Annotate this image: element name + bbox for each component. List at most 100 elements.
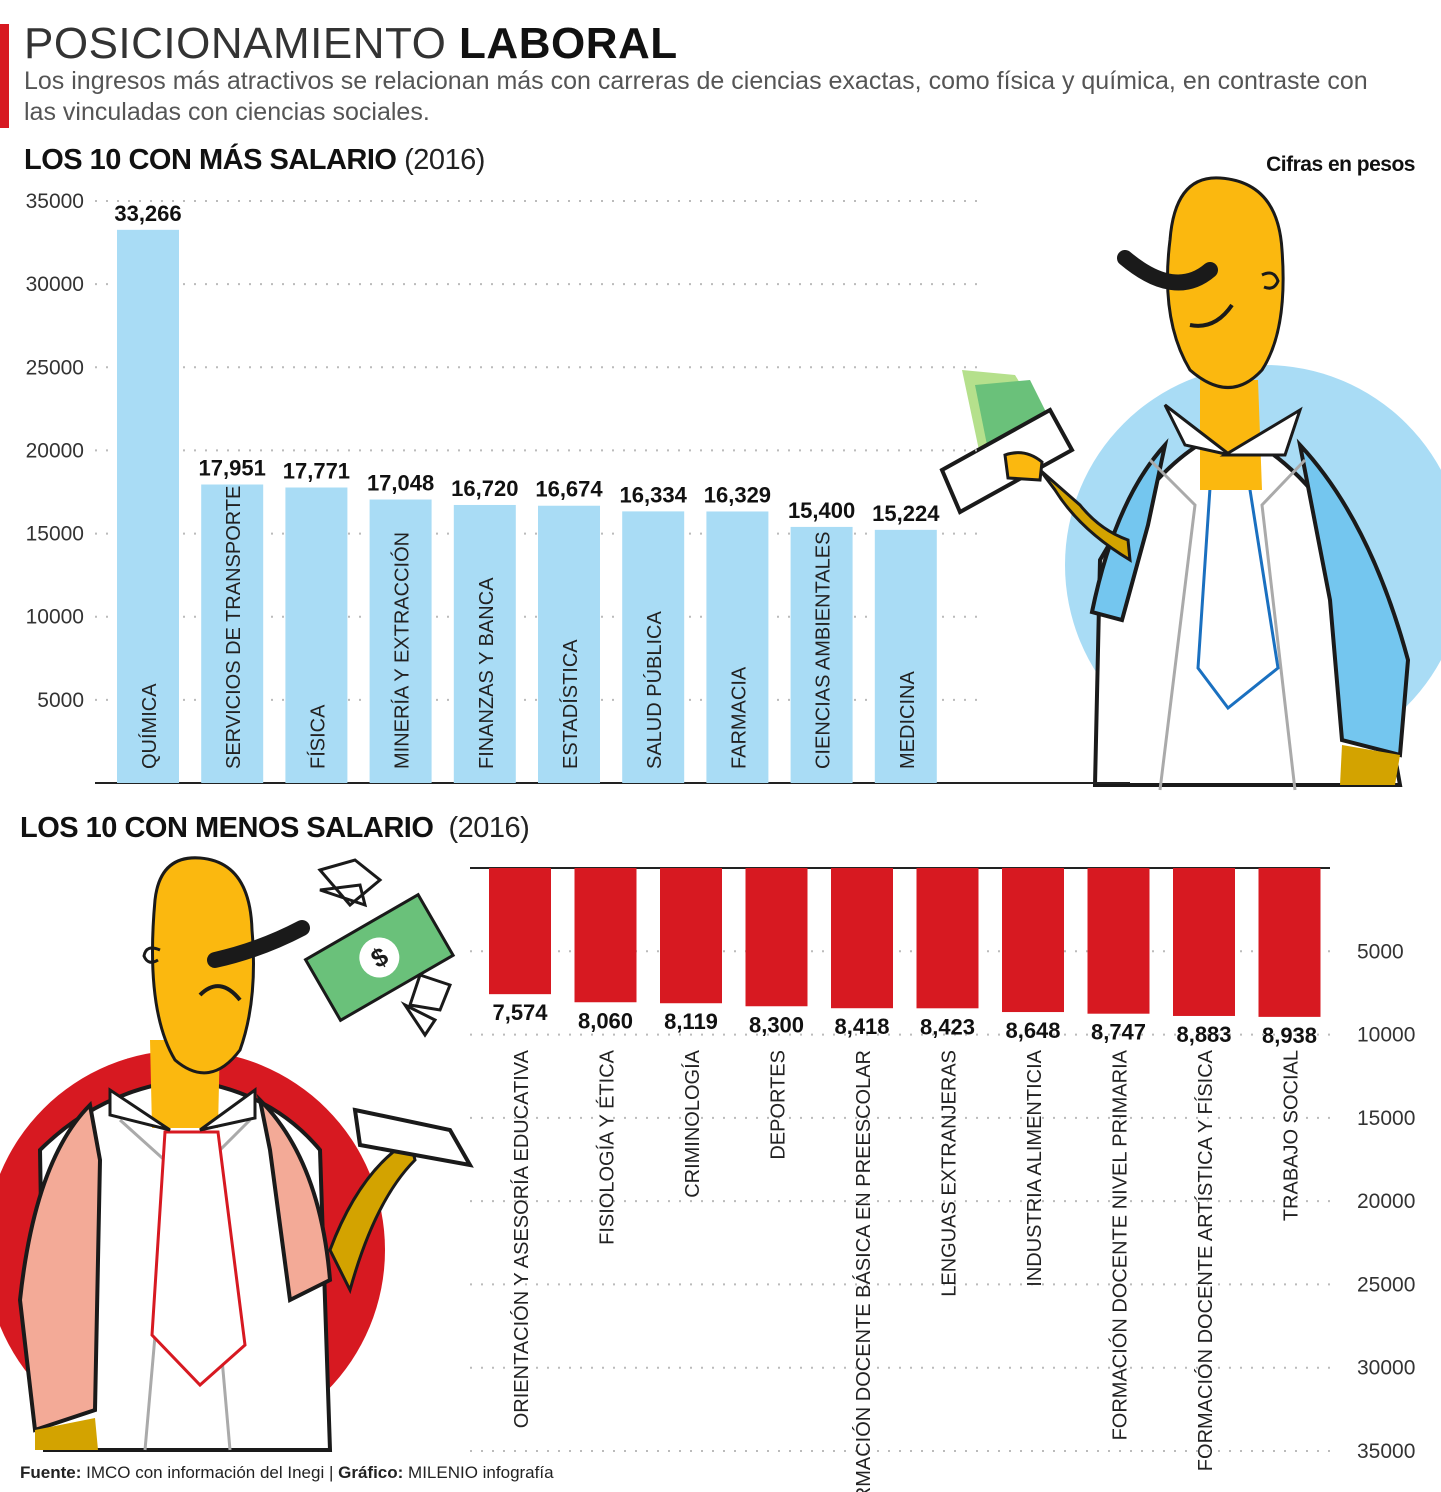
poor-man-illustration: $ [0, 856, 474, 1452]
page-subtitle: Los ingresos más atractivos se relaciona… [24, 67, 1368, 126]
top-bar [453, 504, 516, 783]
bottom-chart-year: (2016) [448, 812, 530, 844]
bottom-bar [1173, 868, 1235, 1016]
top-category-label: SERVICIOS DE TRANSPORTE [223, 486, 245, 769]
poor-man-head [151, 856, 255, 1075]
rich-man-ear [1261, 271, 1280, 290]
poor-man-right-sleeve [256, 1093, 333, 1304]
poor-man-mustache [207, 920, 310, 968]
bottom-y-tick-label: 10000 [1357, 1024, 1415, 1047]
rich-man-smile [1189, 303, 1234, 328]
rich-man-illustration [939, 176, 1441, 791]
bottom-bar [1002, 868, 1064, 1013]
rich-man-arm [1038, 468, 1132, 563]
flying-dollar-bill: $ [303, 892, 456, 1023]
top-bar-value-label: 15,400 [788, 498, 855, 523]
source-text: IMCO con información del Inegi | [86, 1463, 334, 1482]
rich-man-collar [1163, 403, 1303, 457]
title-bold: LABORAL [459, 19, 678, 68]
top-y-tick-label: 25000 [26, 356, 84, 379]
bottom-y-tick-label: 35000 [1357, 1440, 1415, 1463]
rich-man-fingers [1003, 451, 1044, 482]
top-category-label: QUÍMICA [138, 683, 161, 769]
rich-man-neck [1200, 380, 1262, 490]
bill-wing-left-icon [317, 858, 383, 908]
units-note: Cifras en pesos [1266, 153, 1415, 176]
poor-man-tie [150, 1130, 247, 1388]
poor-man-left-sleeve [17, 1100, 103, 1433]
top-bar-value-label: 16,334 [620, 482, 688, 507]
bottom-category-label: FORMACIÓN DOCENTE BÁSICA EN PREESCOLAR [852, 1050, 875, 1492]
top-y-tick-label: 35000 [26, 190, 84, 213]
top-y-tick-label: 30000 [26, 273, 84, 296]
poor-man-collar [108, 1087, 257, 1132]
bottom-bar-value-label: 8,423 [920, 1014, 975, 1039]
bottom-y-tick-label: 25000 [1357, 1273, 1415, 1296]
top-category-label: CIENCIAS AMBIENTALES [813, 532, 835, 769]
bottom-bar [660, 868, 722, 1004]
graphic-label: Gráfico: [338, 1463, 404, 1482]
source-label: Fuente: [20, 1463, 82, 1482]
bottom-bar [1258, 868, 1321, 1017]
top-bar-value-label: 16,720 [451, 476, 518, 501]
bottom-category-label: TRABAJO SOCIAL [1281, 1050, 1303, 1221]
rich-man-head [1166, 176, 1285, 389]
accent-bar [0, 24, 9, 128]
bottom-bar-value-label: 8,883 [1176, 1022, 1231, 1047]
top-y-tick-label: 20000 [26, 439, 84, 462]
bottom-bar-value-label: 8,119 [664, 1009, 718, 1034]
top-bar-value-label: 17,951 [199, 456, 266, 481]
top-category-label: ESTADÍSTICA [559, 639, 582, 769]
bottom-category-label: FORMACIÓN DOCENTE NIVEL PRIMARIA [1109, 1049, 1132, 1440]
top-y-tick-label: 5000 [37, 689, 84, 712]
bottom-bar-value-label: 8,747 [1091, 1020, 1146, 1045]
top-bar-value-label: 16,329 [704, 482, 771, 507]
top-bar [874, 529, 937, 783]
top-bar [201, 484, 264, 783]
bottom-category-label: FISIOLOGÍA Y ÉTICA [596, 1049, 619, 1245]
top-bar [117, 229, 179, 784]
bottom-bar [745, 868, 808, 1007]
poor-man-ear [142, 946, 161, 964]
top-chart-title-text: LOS 10 CON MÁS SALARIO [24, 144, 397, 176]
rich-man-right-hand [1340, 745, 1400, 785]
bill-wing-right-icon [400, 973, 452, 1038]
bottom-bar-value-label: 8,938 [1262, 1023, 1317, 1048]
top-bar [622, 511, 685, 783]
bottom-y-tick-label: 5000 [1357, 940, 1404, 963]
footer-credits: Fuente: IMCO con información del Inegi |… [20, 1463, 554, 1483]
bottom-y-tick-label: 20000 [1357, 1190, 1415, 1213]
rich-man-mustache [1117, 250, 1218, 291]
rich-man-lapel-right [1260, 458, 1307, 791]
top-category-label: FINANZAS Y BANCA [476, 577, 498, 769]
top-chart-title: LOS 10 CON MÁS SALARIO (2016) [24, 144, 485, 177]
bottom-category-label: ORIENTACIÓN Y ASESORÍA EDUCATIVA [510, 1049, 533, 1428]
top-y-tick-label: 10000 [26, 606, 84, 629]
rich-man-lapel-left [1148, 458, 1197, 791]
bottom-y-tick-label: 30000 [1357, 1357, 1415, 1380]
top-category-label: FÍSICA [306, 704, 329, 769]
top-bar [538, 505, 600, 783]
top-bar-value-label: 17,048 [367, 471, 434, 496]
top-bar [285, 487, 348, 783]
bottom-bar [831, 868, 893, 1009]
bottom-bar [574, 868, 637, 1003]
page-title: POSICIONAMIENTO LABORAL [24, 18, 678, 70]
top-category-label: MEDICINA [897, 671, 919, 769]
graphic-text: MILENIO infografía [408, 1463, 554, 1482]
empty-envelope [352, 1107, 474, 1168]
title-light: POSICIONAMIENTO [24, 19, 447, 68]
top-bar [369, 499, 432, 783]
bottom-category-label: FORMACIÓN DOCENTE ARTÍSTICA Y FÍSICA [1194, 1049, 1217, 1471]
bottom-category-label: CRIMINOLOGÍA [681, 1049, 704, 1197]
poor-man-left-hand [35, 1418, 98, 1450]
bottom-bar [1087, 868, 1150, 1014]
top-bar-value-label: 16,674 [535, 477, 603, 502]
dollar-circle [359, 937, 400, 978]
bottom-bar [916, 868, 979, 1009]
bottom-category-label: INDUSTRIA ALIMENTICIA [1024, 1049, 1046, 1286]
bottom-chart-title: LOS 10 CON MENOS SALARIO (2016) [20, 812, 530, 845]
